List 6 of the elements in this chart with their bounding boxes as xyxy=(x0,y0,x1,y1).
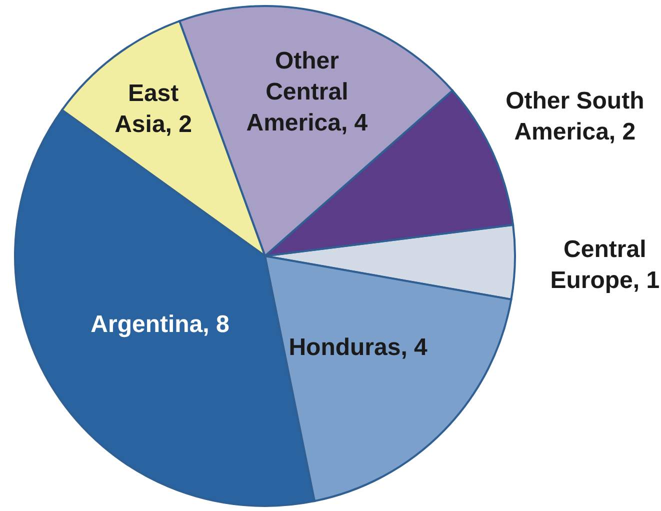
slice-label: Central Europe, 1 xyxy=(550,235,660,294)
slice-label: Argentina, 8 xyxy=(90,310,230,338)
slice-label: Other Central America, 4 xyxy=(246,46,368,136)
slice-label: East Asia, 2 xyxy=(114,80,192,138)
slice-label: Other South America, 2 xyxy=(506,87,644,146)
slice-label: Honduras, 4 xyxy=(288,333,428,360)
